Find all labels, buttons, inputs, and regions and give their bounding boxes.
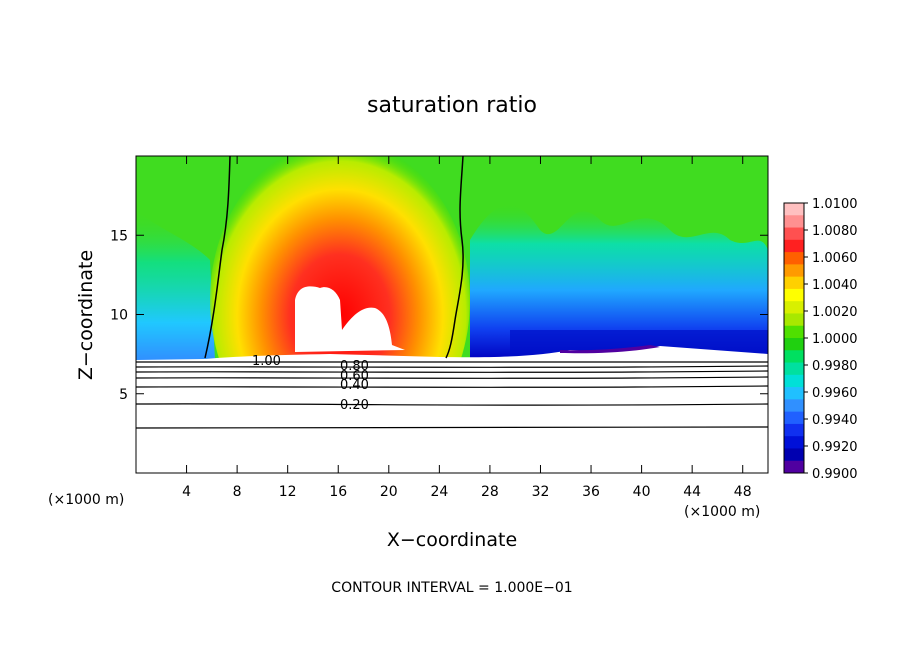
cloud-region: [295, 286, 405, 352]
colorbar-swatch: [784, 313, 804, 327]
colorbar-label: 0.9900: [812, 467, 858, 482]
colorbar-label: 1.0080: [812, 224, 858, 239]
colorbar-swatch: [784, 460, 804, 474]
x-tick-label: 16: [329, 484, 347, 500]
colorbar-swatch: [784, 288, 804, 302]
x-tick-label: 28: [481, 484, 499, 500]
colorbar-swatch: [784, 399, 804, 413]
colorbar-label: 0.9940: [812, 413, 858, 428]
x-unit-right: (×1000 m): [684, 504, 760, 520]
x-tick-label: 24: [430, 484, 448, 500]
contour-line-right-vertical: [445, 156, 464, 359]
y-axis: 5 10 15: [110, 228, 768, 403]
y-axis-label: Z−coordinate: [75, 250, 97, 380]
contour-line: [136, 426, 768, 429]
y-tick-label: 5: [119, 387, 128, 403]
contour-line: [136, 365, 768, 368]
colorbar-swatch: [784, 338, 804, 351]
colorbar-label: 1.0060: [812, 251, 858, 266]
colorbar-swatch: [784, 448, 804, 462]
field-cool-right: [470, 205, 768, 360]
colorbar-swatch: [784, 350, 804, 364]
x-tick-label: 48: [734, 484, 752, 500]
x-unit-left: (×1000 m): [48, 492, 124, 508]
colorbar-swatch: [784, 436, 804, 449]
contour-line: [136, 370, 768, 373]
y-tick-label: 10: [110, 308, 128, 324]
colorbar-swatch: [784, 325, 804, 339]
contour-line: [136, 385, 768, 388]
x-axis: 4 8 12 16 20 24 28 32 36 40 44 48: [182, 156, 752, 500]
x-tick-label: 12: [279, 484, 297, 500]
colorbar-label: 0.9980: [812, 359, 858, 374]
contour-lines-below: [136, 361, 768, 429]
colorbar-swatch: [784, 276, 804, 290]
contour-line-left-vertical: [204, 156, 231, 359]
contour-line: [136, 403, 768, 406]
y-tick-label: 15: [110, 228, 128, 244]
colorbar-swatch: [784, 239, 804, 253]
subcloud-region: [136, 346, 768, 473]
field-cool-left: [136, 210, 215, 360]
colorbar-swatch: [784, 362, 804, 376]
x-tick-label: 32: [532, 484, 550, 500]
colorbar-label: 1.0000: [812, 332, 858, 347]
contour-interval-note: CONTOUR INTERVAL = 1.000E−01: [331, 580, 572, 596]
colorbar-swatch: [784, 423, 804, 437]
colorbar-swatch: [784, 411, 804, 425]
x-tick-label: 4: [182, 484, 191, 500]
colorbar-label: 0.9960: [812, 386, 858, 401]
colorbar-swatch: [784, 203, 804, 216]
colorbar-swatch: [784, 252, 804, 265]
x-tick-label: 36: [582, 484, 600, 500]
contour-label: 0.80: [340, 359, 369, 374]
contour-label: 0.40: [340, 378, 369, 393]
colorbar-swatch: [784, 301, 804, 314]
contour-label: 0.60: [340, 369, 369, 384]
plot-area: 1.00 0.80 0.60 0.40 0.20: [136, 156, 768, 473]
colorbar-swatch: [784, 374, 804, 388]
contour-label: 0.20: [340, 398, 369, 413]
chart-title: saturation ratio: [367, 93, 537, 118]
x-tick-label: 40: [633, 484, 651, 500]
x-tick-label: 8: [233, 484, 242, 500]
colorbar-label: 1.0040: [812, 278, 858, 293]
colorbar-label: 1.0100: [812, 197, 858, 212]
colorbar-swatch: [784, 264, 804, 278]
colorbar-swatch: [784, 215, 804, 229]
x-tick-label: 20: [380, 484, 398, 500]
colorbar: 1.0100 1.0080 1.0060 1.0040 1.0020 1.0000 0.99…: [783, 197, 858, 482]
colorbar-swatch: [784, 387, 804, 400]
x-axis-label: X−coordinate: [387, 529, 517, 551]
contour-label: 1.00: [252, 354, 281, 369]
colorbar-label: 0.9920: [812, 440, 858, 455]
colorbar-label: 1.0020: [812, 305, 858, 320]
field-purple-fringe: [560, 345, 660, 354]
contour-line: [136, 376, 768, 379]
x-tick-label: 44: [683, 484, 701, 500]
colorbar-swatch: [784, 227, 804, 241]
